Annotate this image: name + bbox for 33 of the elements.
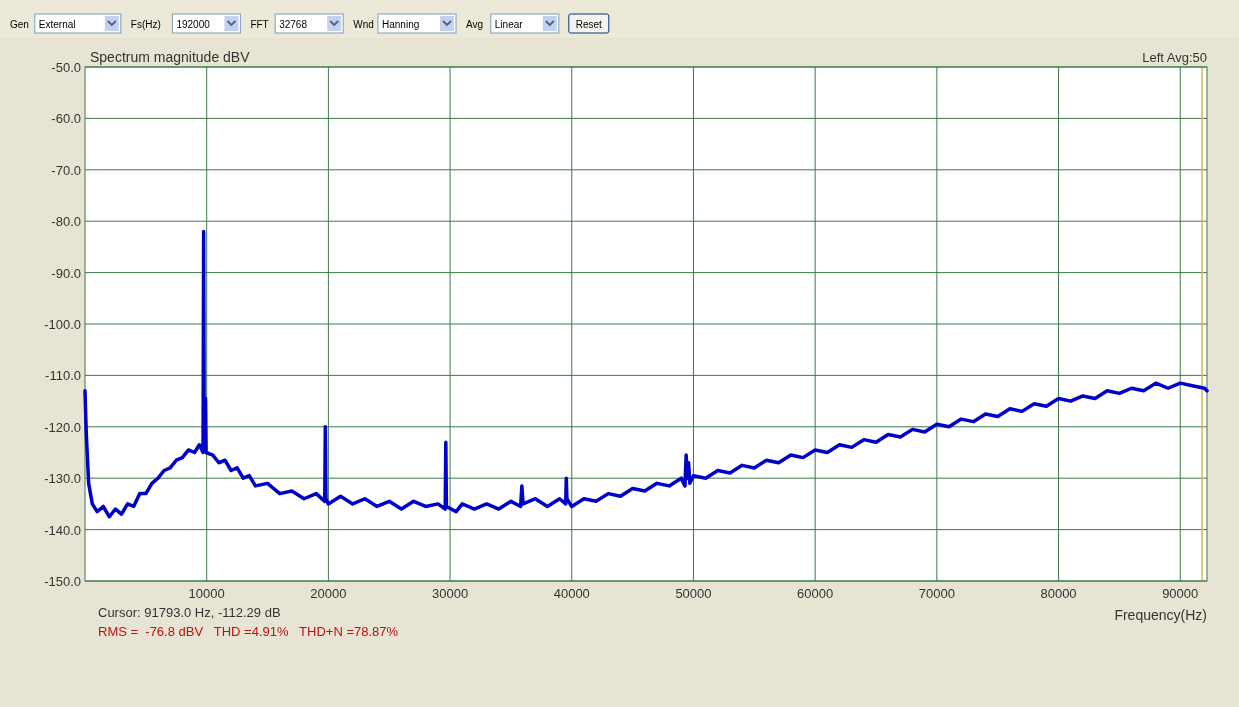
y-tick-label: -120.0 — [44, 419, 81, 435]
x-tick-label: 70000 — [918, 586, 955, 601]
x-tick-label: 20000 — [310, 586, 347, 601]
y-axis-title: Spectrum magnitude dBV — [90, 49, 251, 65]
dropdown: 192000 — [171, 13, 241, 34]
line-series — [83, 229, 1209, 519]
y-tick-label: -50.0 — [51, 60, 81, 75]
toolbar: Gen External Fs(Hz) 192000 FFT 32768 Wnd Hanning Avg Linear Reset — [10, 13, 610, 34]
x-tick-label: 80000 — [1040, 586, 1077, 601]
text: RMS = -76.8 dBV THD =4.91% THD+N =78.87% — [98, 624, 399, 639]
x-tick-label: 50000 — [675, 586, 712, 601]
y-tick-label: -110.0 — [45, 368, 81, 384]
x-tick-label: 90000 — [1162, 586, 1199, 601]
y-tick-label: -80.0 — [51, 214, 81, 230]
x-tick-label: 10000 — [188, 586, 225, 601]
x-tick-label: 40000 — [553, 586, 590, 601]
y-tick-label: -140.0 — [44, 522, 81, 538]
button: Reset — [568, 13, 610, 34]
x-axis-title: Frequency(Hz) — [1114, 607, 1207, 623]
x-tick-label: 30000 — [432, 586, 469, 601]
y-tick-label: -150.0 — [44, 574, 81, 589]
text: Left Avg:50 — [1142, 50, 1207, 65]
y-tick-label: -60.0 — [51, 111, 81, 127]
dropdown: External — [34, 13, 122, 34]
dropdown: Hanning — [377, 13, 457, 34]
y-tick-label: -100.0 — [44, 317, 81, 332]
y-tick-label: -70.0 — [51, 162, 81, 178]
y-tick-label: -90.0 — [51, 265, 81, 281]
text: Cursor: 91793.0 Hz, -112.29 dB — [98, 605, 281, 620]
x-tick-label: 60000 — [797, 586, 834, 601]
y-tick-label: -130.0 — [44, 471, 81, 487]
dropdown: Linear — [490, 13, 560, 34]
dropdown: 32768 — [274, 13, 344, 34]
